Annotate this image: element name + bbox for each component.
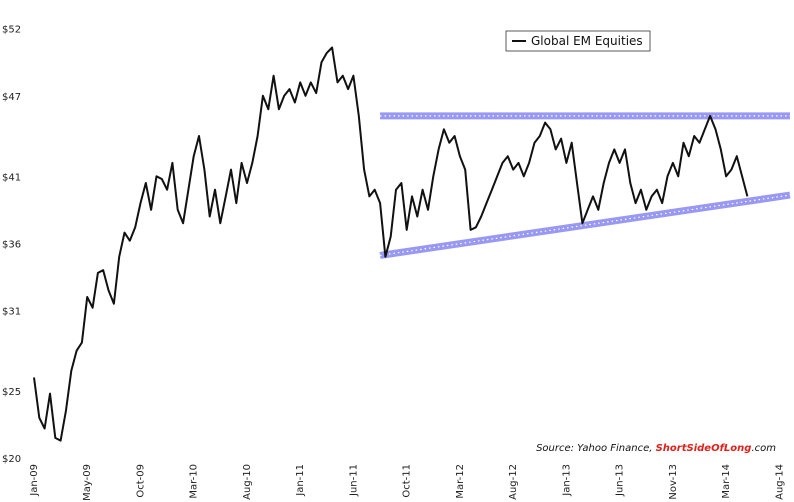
x-tick-label: Mar-12 [455,464,466,499]
y-tick-label: $52 [2,25,21,36]
x-tick-label: Aug-12 [508,464,519,500]
x-tick-label: Aug-10 [242,464,253,500]
y-tick-label: $36 [2,239,21,250]
x-tick-label: Mar-14 [721,464,732,499]
y-tick-label: $47 [2,92,21,103]
trendlines [379,112,791,259]
x-tick-label: Nov-13 [668,464,679,500]
trendline-support-dots [379,194,791,257]
y-axis-ticks: $52 $47 $41 $36 $31 $25 $20 [2,25,21,465]
x-tick-label: Jan-13 [561,464,572,497]
x-tick-label: Mar-10 [189,464,200,499]
legend: Global EM Equities [505,30,651,52]
y-tick-label: $41 [2,172,21,183]
source-prefix: Source: Yahoo Finance, [536,443,656,454]
x-tick-label: Jun-11 [348,464,359,497]
legend-box [505,30,651,52]
legend-label: Global EM Equities [531,34,643,48]
x-tick-label: Oct-09 [135,464,146,498]
x-tick-label: Jan-09 [29,464,40,497]
y-tick-label: $20 [2,454,21,465]
series-layer [33,46,749,442]
x-tick-label: May-09 [82,464,93,501]
x-tick-label: Jan-11 [295,464,306,497]
x-tick-label: Aug-14 [774,464,785,500]
source-suffix: .com [751,443,776,454]
x-tick-label: Oct-11 [402,464,413,498]
series-line [33,46,749,442]
x-tick-label: Jun-13 [615,464,626,497]
x-axis-ticks: Jan-09 May-09 Oct-09 Mar-10 Aug-10 Jan-11 Jun-… [29,464,785,501]
y-tick-label: $31 [2,306,21,317]
source-brand: ShortSideOfLong [656,443,752,454]
source-annotation: Source: Yahoo Finance, ShortSideOfLong.c… [536,443,776,454]
y-tick-label: $25 [2,387,21,398]
